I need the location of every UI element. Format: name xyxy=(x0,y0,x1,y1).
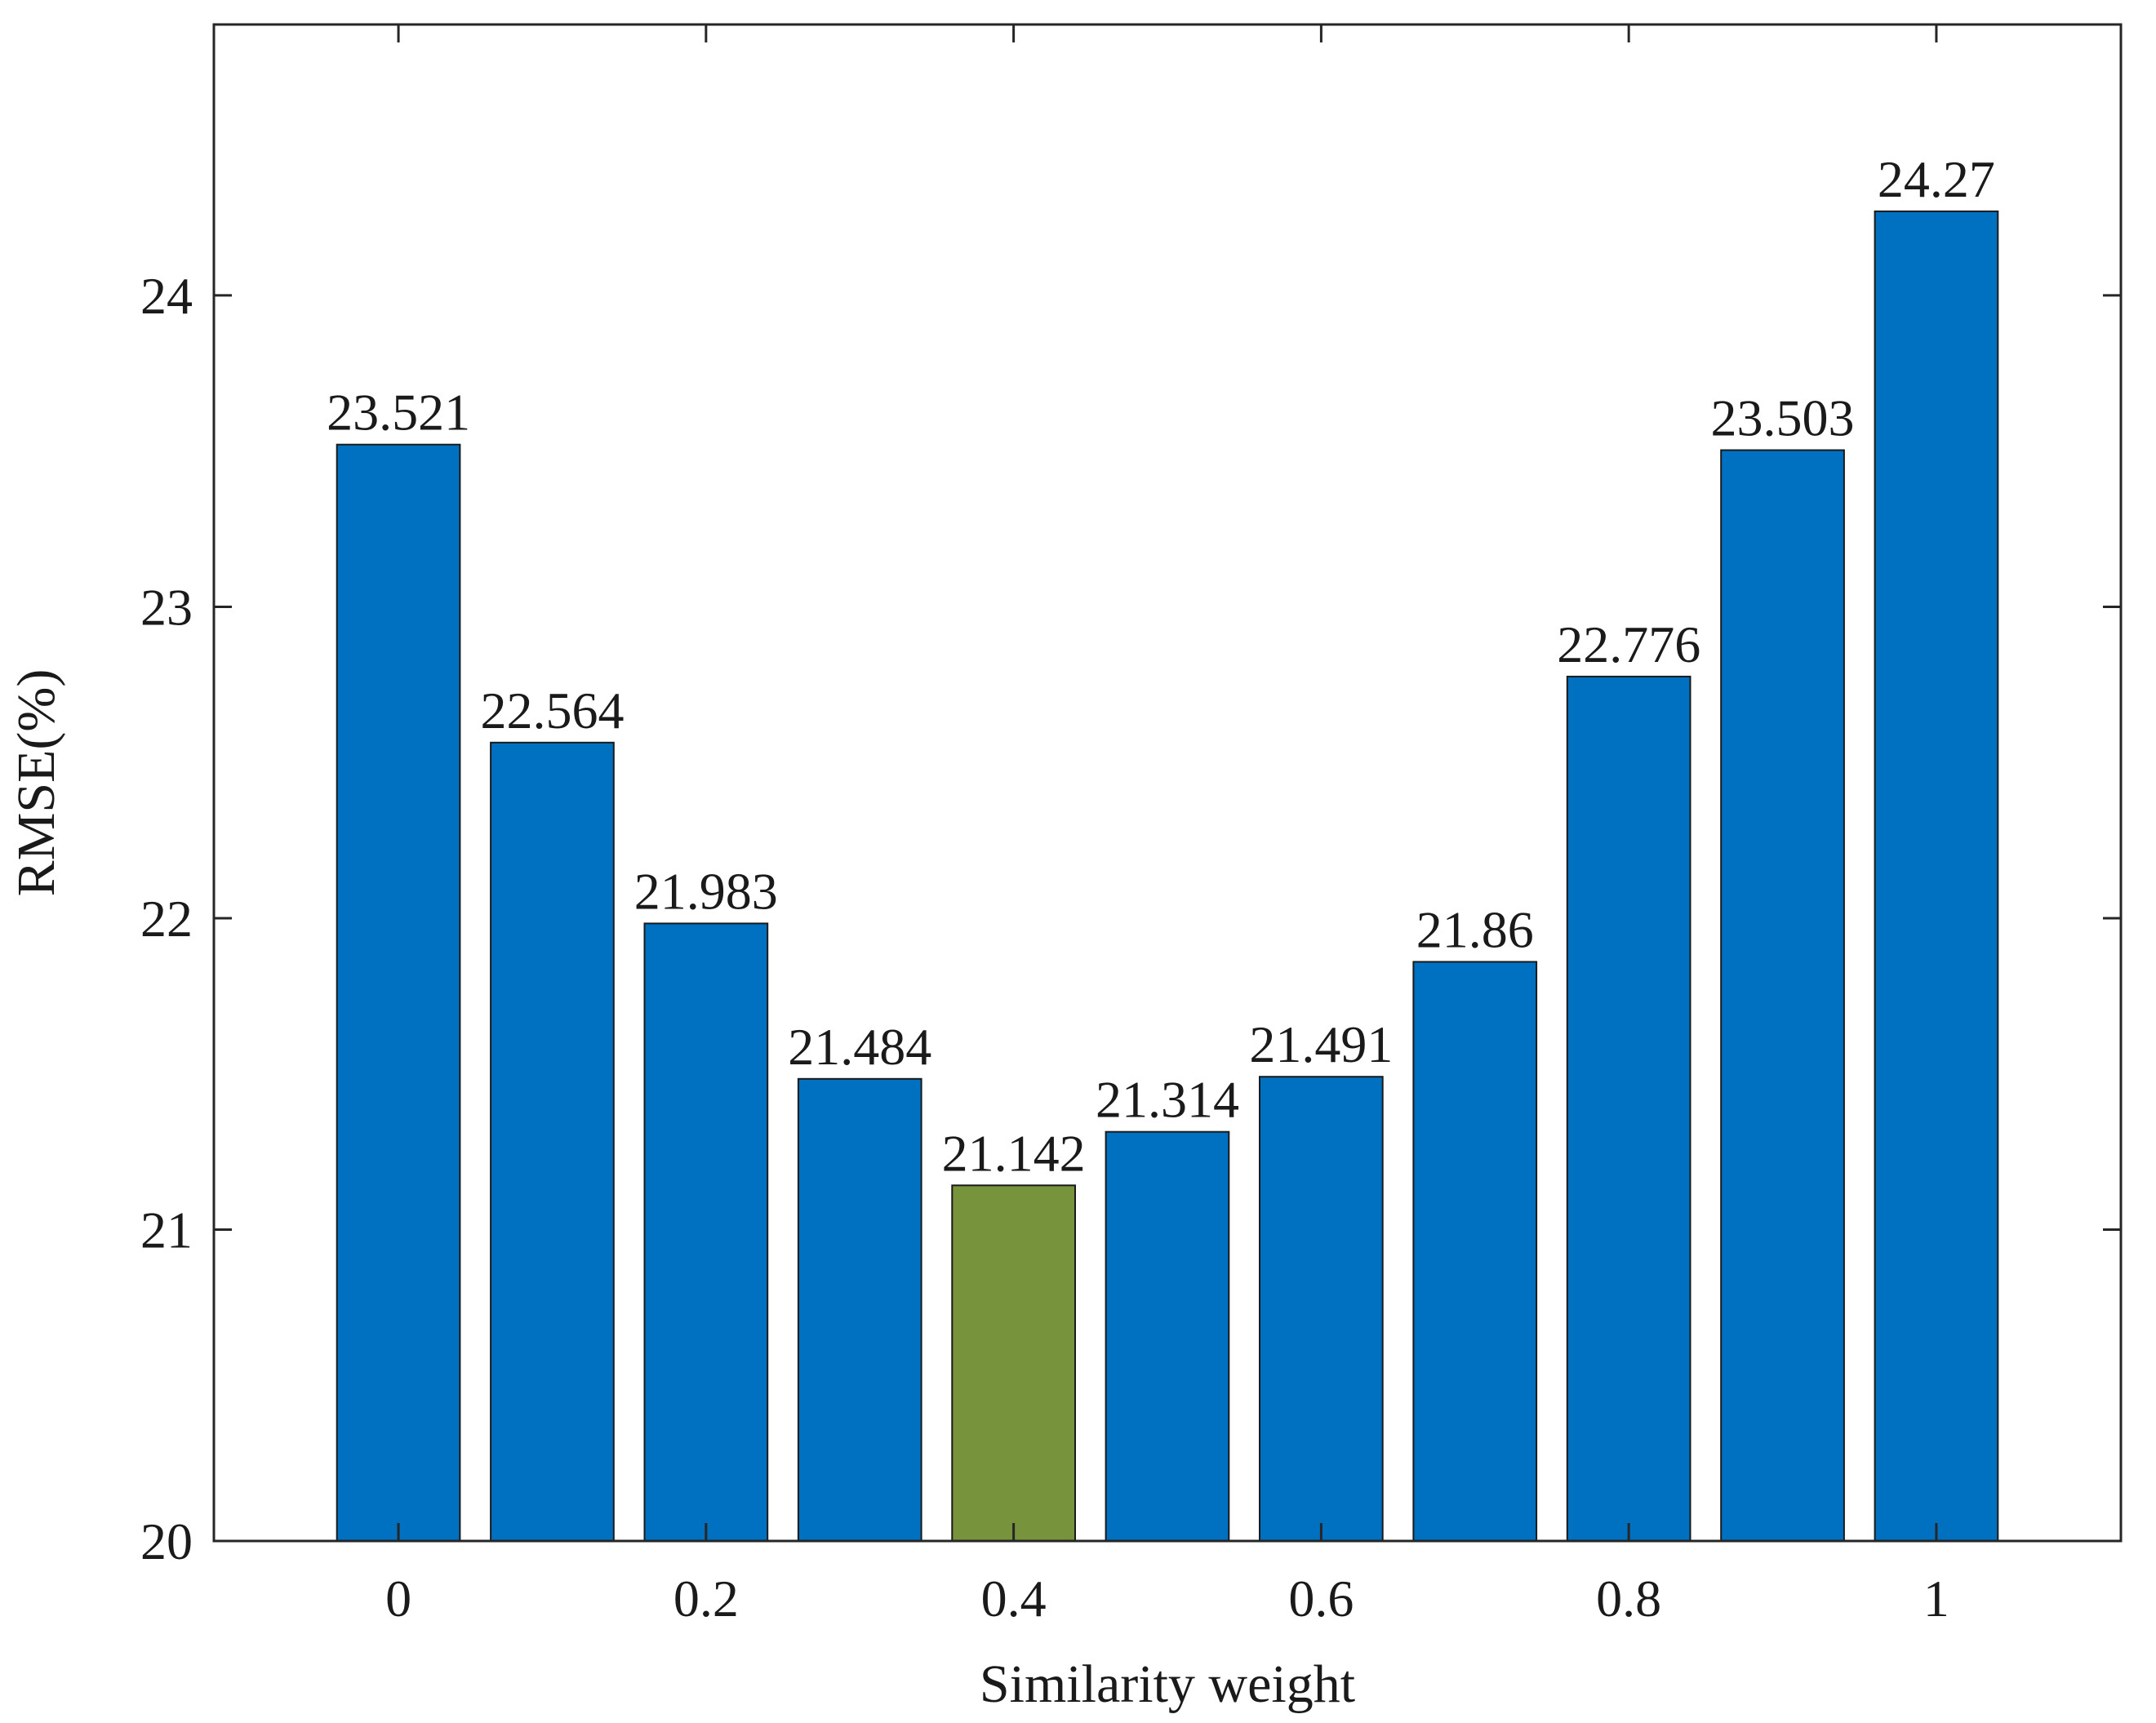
bar-0.8 xyxy=(1566,675,1691,1542)
axis-ticks xyxy=(214,24,2121,1543)
x-tick-label-0.4: 0.4 xyxy=(981,1570,1047,1628)
y-tick-label-24: 24 xyxy=(140,267,193,325)
bar-0.7 xyxy=(1412,961,1538,1542)
x-tick-label-0.2: 0.2 xyxy=(673,1570,739,1628)
data-label-0.5: 21.314 xyxy=(1096,1071,1239,1129)
x-tick-label-0: 0 xyxy=(385,1570,411,1628)
x-tick-labels: 0 0.2 0.4 0.6 0.8 1 xyxy=(385,1570,1949,1628)
data-label-0.6: 21.491 xyxy=(1249,1015,1393,1073)
data-label-0.1: 22.564 xyxy=(481,682,625,739)
x-tick-label-0.6: 0.6 xyxy=(1288,1570,1354,1628)
x-tick-label-0.8: 0.8 xyxy=(1596,1570,1661,1628)
bar-0.6 xyxy=(1259,1076,1384,1542)
data-label-0.4: 21.142 xyxy=(942,1124,1086,1182)
bar-0.9 xyxy=(1720,449,1845,1542)
data-labels: 23.521 22.564 21.983 21.48421.14221.31421.4… xyxy=(327,150,1995,1182)
data-label-0.3: 21.484 xyxy=(788,1018,931,1076)
y-axis-label: RMSE(%) xyxy=(7,669,66,897)
data-label-1: 24.27 xyxy=(1878,150,1995,208)
y-tick-labels: 20 21 22 23 24 xyxy=(140,267,193,1570)
data-label-0.7: 21.86 xyxy=(1416,900,1534,958)
data-label-0.8: 22.776 xyxy=(1557,615,1700,673)
bar-1 xyxy=(1874,210,1999,1542)
bars xyxy=(336,210,1999,1543)
bar-0 xyxy=(336,443,461,1543)
data-label-0.9: 23.503 xyxy=(1711,389,1855,447)
bar-0.5 xyxy=(1105,1130,1230,1542)
bar-0.3 xyxy=(797,1077,922,1543)
y-tick-label-20: 20 xyxy=(140,1512,193,1570)
x-tick-label-1: 1 xyxy=(1923,1570,1949,1628)
bar-0.1 xyxy=(490,741,615,1542)
bar-0.4 xyxy=(951,1184,1077,1543)
data-label-0.2: 21.983 xyxy=(634,862,778,920)
bar-0.2 xyxy=(643,922,769,1542)
y-tick-label-23: 23 xyxy=(140,578,193,636)
y-tick-label-22: 22 xyxy=(140,890,193,948)
plot-area-frame xyxy=(212,23,2123,1543)
y-tick-label-21: 21 xyxy=(140,1201,193,1259)
data-label-0: 23.521 xyxy=(327,384,470,442)
x-axis-label: Similarity weight xyxy=(980,1654,1355,1714)
